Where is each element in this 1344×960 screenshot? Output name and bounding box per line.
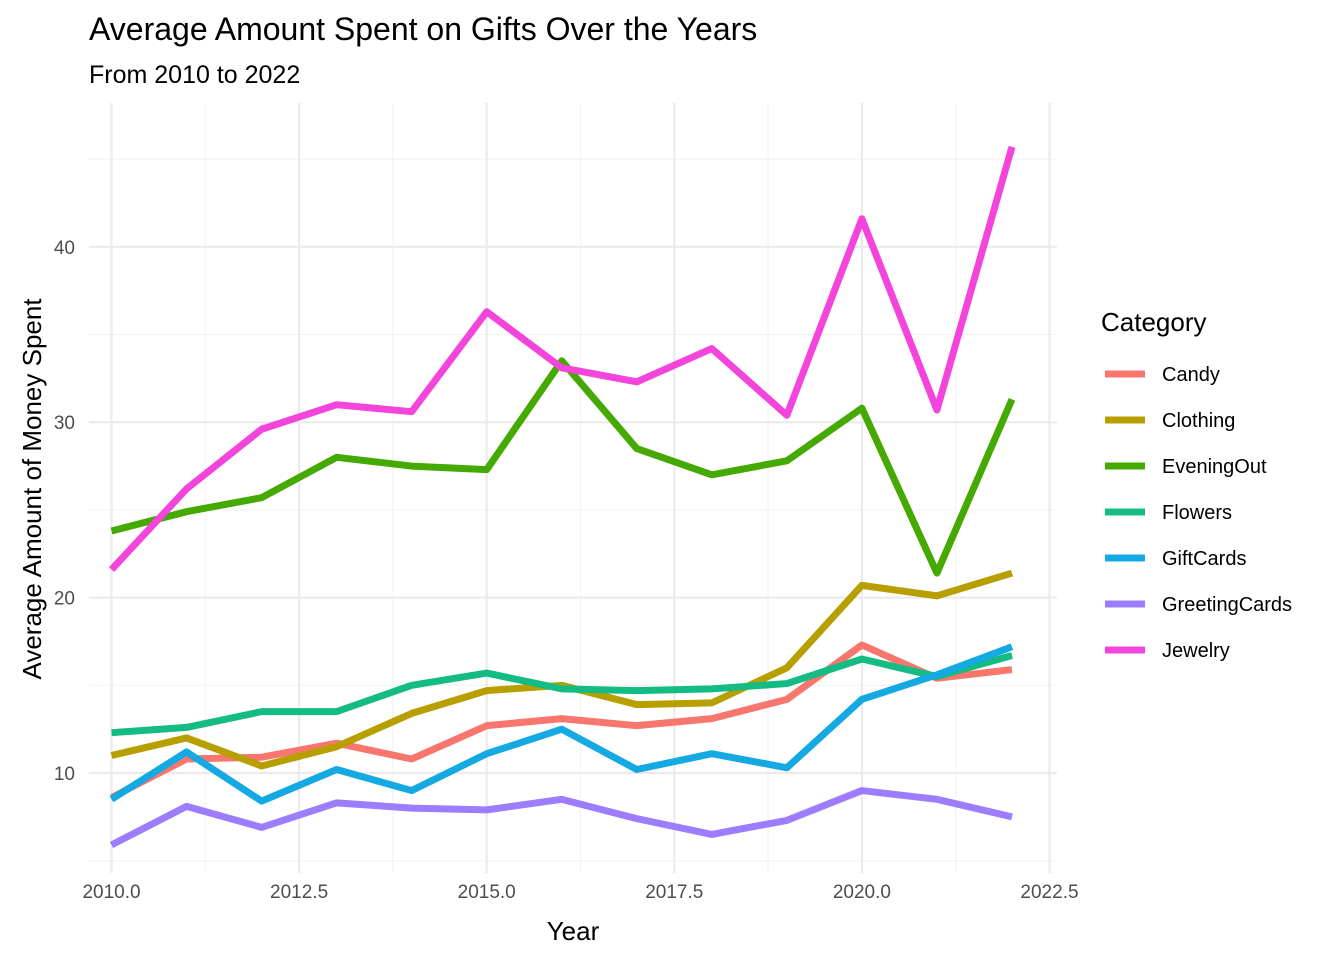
series-line-eveningout [110,357,1016,577]
y-tick-label: 20 [54,589,75,610]
series-line-greetingcards [109,787,1013,849]
legend-label-giftcards: GiftCards [1162,548,1246,570]
chart-subtitle: From 2010 to 2022 [89,61,300,89]
legend: Category Candy Clothing EveningOut Flowers G… [1101,307,1292,662]
legend-label-eveningout: EveningOut [1162,456,1267,478]
x-tick-label: 2022.5 [1020,882,1078,903]
grid-lines [89,103,1057,873]
chart-title: Average Amount Spent on Gifts Over the Y… [89,11,757,47]
series-line-flowers [111,652,1013,737]
x-tick-label: 2017.5 [645,882,703,903]
legend-label-greetingcards: GreetingCards [1162,594,1292,616]
y-tick-label: 30 [54,413,75,434]
series-line-jewelry [108,145,1016,572]
x-tick-label: 2012.5 [270,882,328,903]
y-axis-ticks: 10 20 30 40 [54,238,75,785]
series-line-candy [109,641,1013,801]
x-tick-label: 2015.0 [458,882,516,903]
series-lines [108,145,1016,849]
y-axis-title: Average Amount of Money Spent [17,298,47,680]
x-axis-ticks: 2010.0 2012.5 2015.0 2017.5 2020.0 2022.5 [82,882,1078,903]
legend-label-flowers: Flowers [1162,502,1232,524]
series-line-clothing [110,569,1013,770]
legend-title: Category [1101,307,1207,337]
legend-label-jewelry: Jewelry [1162,640,1230,662]
x-axis-title: Year [547,916,600,946]
y-tick-label: 40 [54,238,75,259]
y-tick-label: 10 [54,764,75,785]
x-tick-label: 2020.0 [833,882,891,903]
series-line-giftcards [109,643,1014,805]
x-tick-label: 2010.0 [82,882,140,903]
legend-label-candy: Candy [1162,364,1220,386]
legend-label-clothing: Clothing [1162,410,1235,432]
